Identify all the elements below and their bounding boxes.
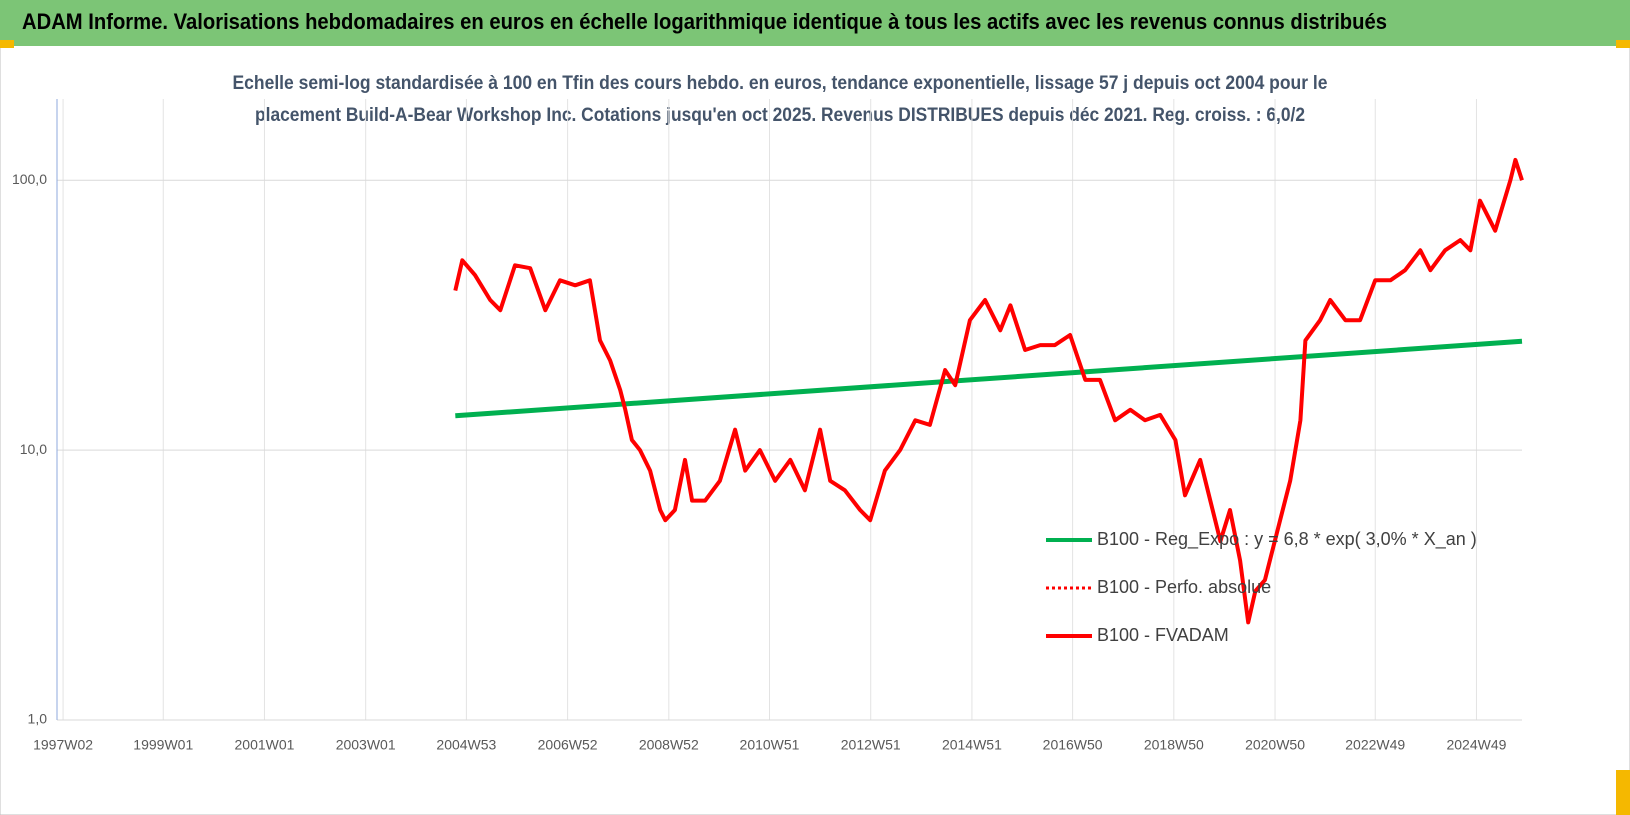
x-tick-label: 2003W01 xyxy=(336,737,396,753)
corner-mark xyxy=(1616,770,1630,815)
x-tick-label: 1999W01 xyxy=(133,737,193,753)
x-tick-label: 2024W49 xyxy=(1446,737,1506,753)
y-tick-label: 10,0 xyxy=(20,441,47,457)
x-tick-label: 2004W53 xyxy=(436,737,496,753)
x-tick-label: 2010W51 xyxy=(740,737,800,753)
chart-title: Echelle semi-log standardisée à 100 en T… xyxy=(233,73,1328,94)
legend-label: B100 - Perfo. absolue xyxy=(1097,577,1271,597)
legend-label: B100 - Reg_Expo : y = 6,8 * exp( 3,0% * … xyxy=(1097,529,1477,550)
header-bar xyxy=(0,0,1630,46)
corner-mark xyxy=(0,40,14,48)
plot-area: 1997W02 1999W01 2001W01 2003W01 2004W53 2006W… xyxy=(12,99,1524,753)
x-tick-label: 2012W51 xyxy=(841,737,901,753)
x-tick-label: 2016W50 xyxy=(1043,737,1103,753)
series-line xyxy=(455,338,1523,419)
series-line xyxy=(453,157,1524,625)
x-tick-label: 2006W52 xyxy=(538,737,598,753)
x-tick-label: 2020W50 xyxy=(1245,737,1305,753)
y-tick-label: 100,0 xyxy=(12,171,47,187)
x-tick-label: 2018W50 xyxy=(1144,737,1204,753)
x-tick-label: 2014W51 xyxy=(942,737,1002,753)
y-tick-label: 1,0 xyxy=(28,711,48,727)
chart-title: placement Build-A-Bear Workshop Inc. Cot… xyxy=(255,105,1305,126)
x-tick-label: 2008W52 xyxy=(639,737,699,753)
page-title: ADAM Informe. Valorisations hebdomadaire… xyxy=(22,9,1387,34)
x-tick-label: 2022W49 xyxy=(1345,737,1405,753)
x-tick-label: 2001W01 xyxy=(235,737,295,753)
corner-mark xyxy=(1616,40,1630,48)
x-tick-label: 1997W02 xyxy=(33,737,93,753)
legend-label: B100 - FVADAM xyxy=(1097,625,1229,645)
